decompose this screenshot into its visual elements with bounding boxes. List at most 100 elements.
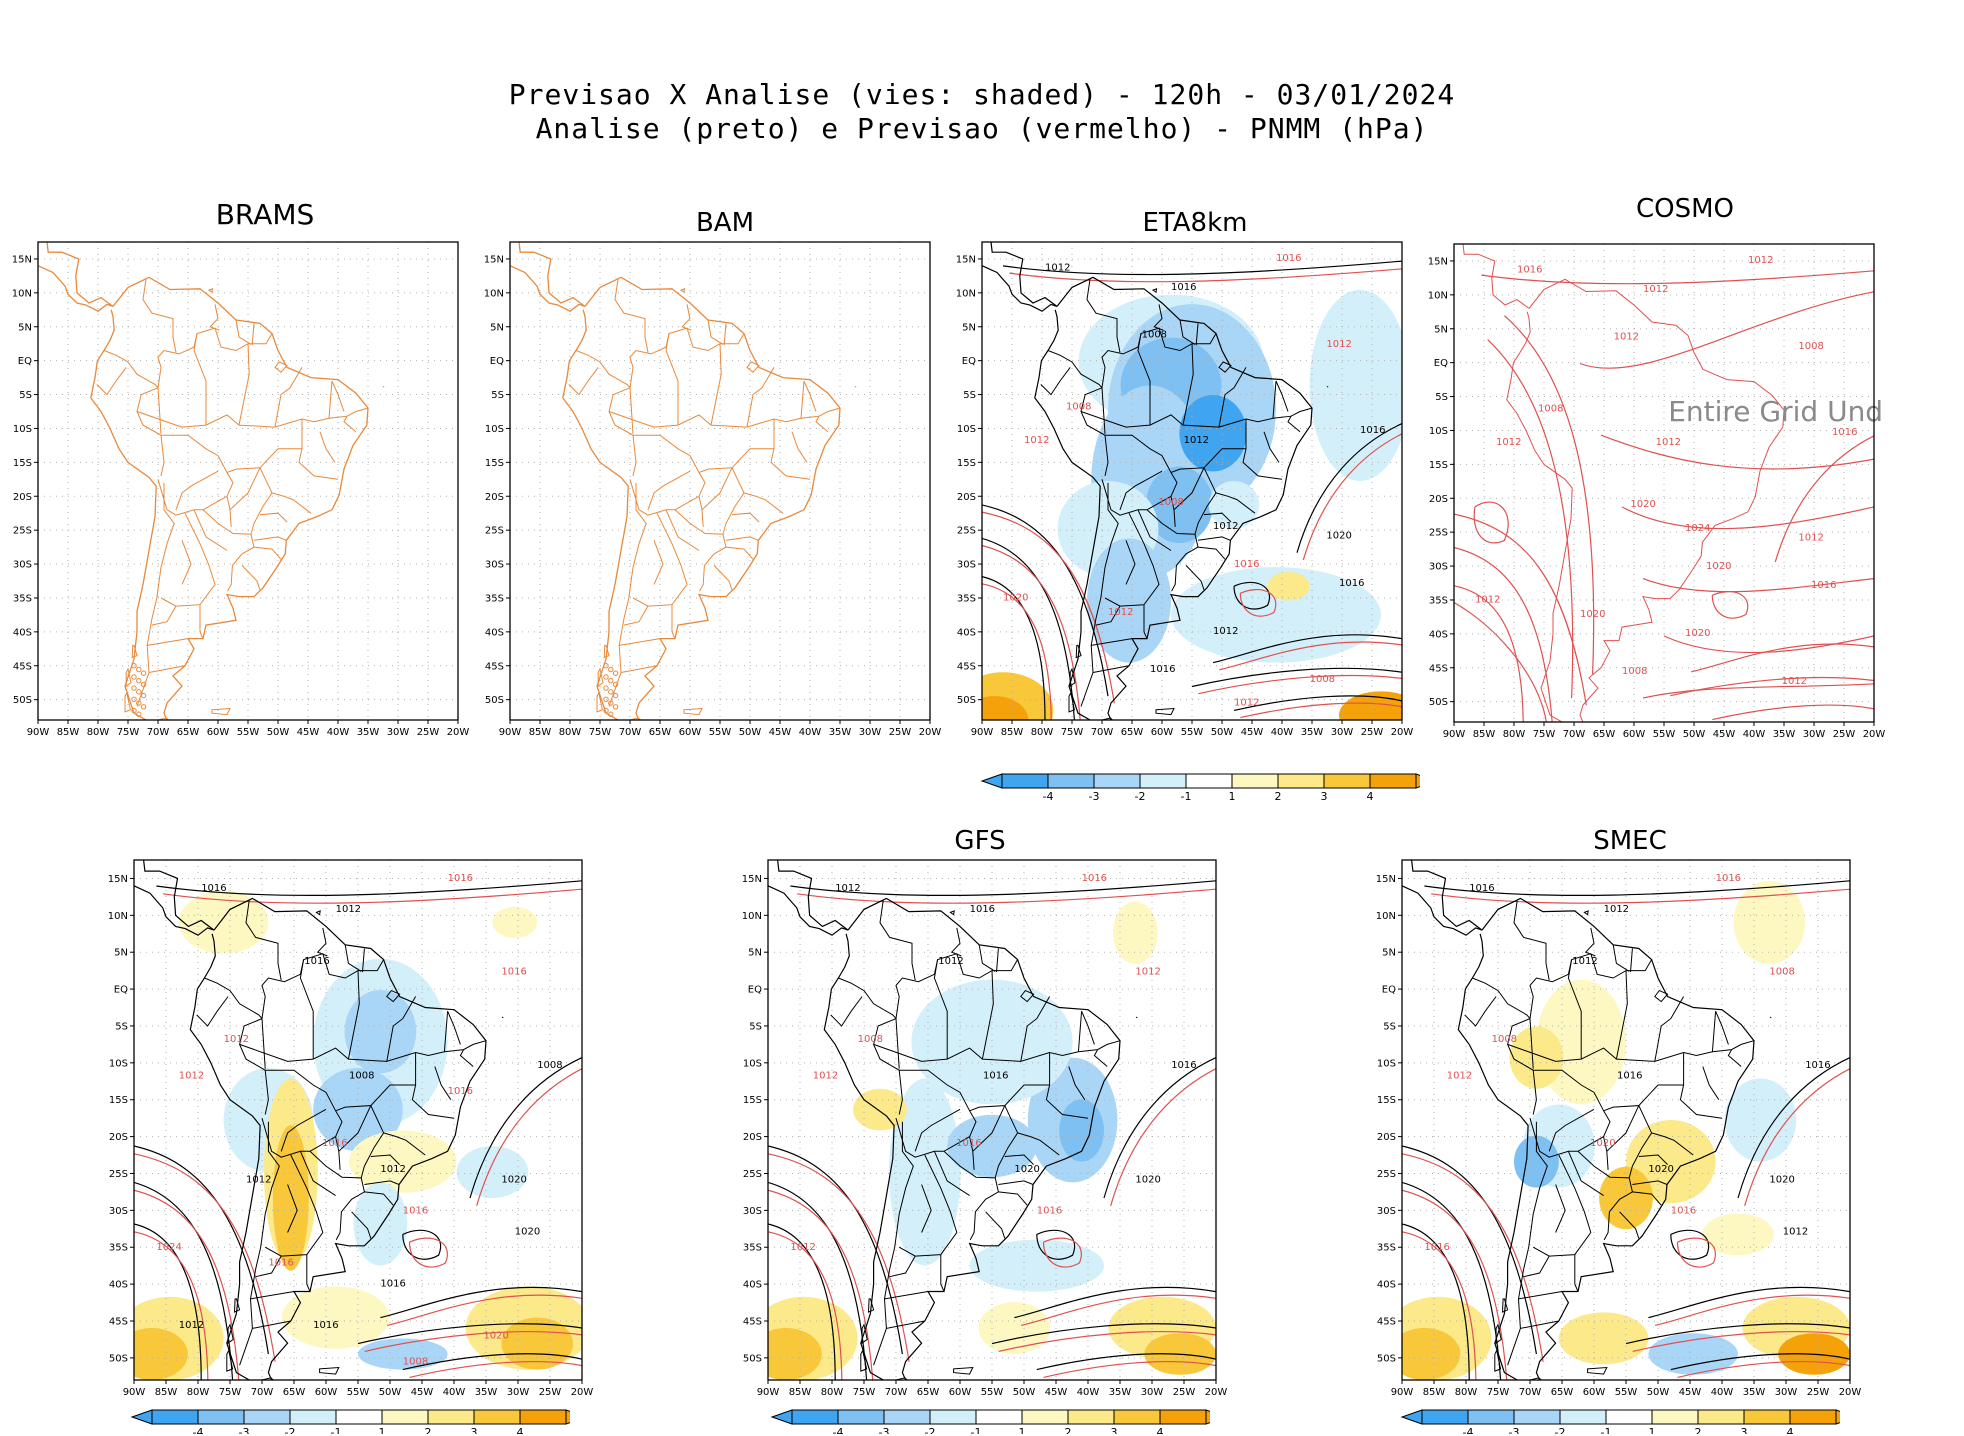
border-line [255, 1255, 282, 1278]
forecast-isobar [1009, 268, 1402, 283]
border-line [1507, 1040, 1755, 1062]
contour-label: 1016 [1617, 1070, 1642, 1081]
contour-label: 1016 [1832, 427, 1857, 438]
lat-tick-label: 35S [957, 593, 976, 604]
map-plot-area: 1016 1016 1012 1008 1012 1008 1016 1012 1016 1020… [1402, 860, 1850, 1380]
island [596, 691, 603, 713]
border-line [1203, 512, 1232, 523]
lat-tick-label: 40S [485, 627, 504, 638]
bias-shading [1208, 481, 1260, 529]
border-line [136, 327, 273, 516]
island [131, 696, 137, 703]
lat-tick-label: 15N [12, 254, 32, 265]
border-line [319, 431, 336, 463]
border-line [886, 1320, 925, 1329]
coastline [774, 860, 849, 931]
lon-tick-label: 90W [971, 727, 994, 738]
lon-tick-label: 90W [757, 1387, 780, 1398]
lon-tick-label: 85W [789, 1387, 812, 1398]
lat-tick-label: 30S [109, 1206, 128, 1217]
lat-tick-label: 10S [13, 424, 32, 435]
lon-tick-label: 75W [853, 1387, 876, 1398]
forecast-isobar [1110, 1068, 1216, 1206]
coastline [1460, 244, 1530, 309]
colorbar-smec: -4 -3 -2 -1 1 2 3 4 [1400, 1409, 1840, 1434]
border-line [632, 435, 637, 477]
lat-tick-label: 5N [490, 322, 504, 333]
lon-tick-label: 40W [1711, 1387, 1734, 1398]
lon-tick-label: 60W [315, 1387, 338, 1398]
border-line [1179, 319, 1196, 345]
island [140, 681, 147, 688]
colorbar-label: 3 [1321, 790, 1328, 803]
island [274, 361, 288, 373]
analysis-isobar [1191, 667, 1402, 688]
border-line [347, 970, 360, 1060]
bias-shading [1179, 394, 1247, 472]
border-line [996, 948, 999, 973]
contour-label: 1020 [1648, 1164, 1673, 1175]
border-line [1197, 546, 1226, 560]
border-line [1119, 470, 1163, 510]
forecast-isobar [1774, 435, 1874, 563]
colorbar-segment [473, 1409, 521, 1425]
border-line [351, 1211, 372, 1239]
lat-tick-label: 30S [13, 560, 32, 571]
island [131, 663, 137, 669]
border-line [1092, 665, 1130, 673]
lat-tick-label: 5N [1382, 948, 1396, 959]
border-line [1518, 1291, 1563, 1300]
border-line [1472, 977, 1531, 1019]
border-line [160, 435, 165, 477]
border-line [434, 1066, 452, 1100]
border-line [914, 1108, 961, 1152]
border-line [1612, 944, 1630, 972]
island [140, 670, 147, 676]
analysis-isobar [134, 1223, 202, 1380]
lat-tick-label: 40S [109, 1280, 128, 1291]
border-line [1529, 1018, 1534, 1069]
lat-tick-label: 5S [1435, 392, 1448, 403]
island [612, 670, 619, 676]
border-line [344, 944, 362, 972]
bias-shading [358, 1338, 448, 1370]
contour-label: 1016 [983, 1070, 1008, 1081]
colorbar-gfs: -4 -3 -2 -1 1 2 3 4 [770, 1409, 1210, 1434]
lat-tick-label: EQ [1382, 985, 1396, 996]
lat-tick-label: 5S [491, 390, 504, 401]
border-line [665, 509, 700, 551]
colorbar-segment [791, 1409, 839, 1425]
contour-label: 1024 [156, 1242, 181, 1253]
border-line [614, 279, 649, 353]
border-line [1095, 605, 1121, 626]
contour-label: 1012 [1326, 339, 1351, 350]
border-line [1584, 927, 1596, 957]
colorbar-label: 2 [425, 1426, 432, 1434]
lat-tick-label: 50S [1377, 1353, 1396, 1364]
lon-tick-label: 25W [1361, 727, 1384, 738]
lon-tick-label: 55W [1181, 727, 1204, 738]
lat-tick-label: 30S [1429, 562, 1448, 573]
lon-tick-label: 20W [1205, 1387, 1228, 1398]
contour-label: 1012 [835, 883, 860, 894]
border-line [1080, 482, 1119, 707]
lon-tick-label: 85W [529, 727, 552, 738]
lat-tick-label: 15N [484, 254, 504, 265]
overlay-warning-text: Entire Grid Und [1668, 395, 1883, 428]
lat-tick-label: 10N [484, 288, 504, 299]
lat-tick-label: 20S [109, 1132, 128, 1143]
border-line [723, 323, 727, 346]
contour-label: 1016 [448, 1086, 473, 1097]
contour-label: 1012 [1024, 435, 1049, 446]
forecast-isobar [1579, 291, 1874, 369]
island [131, 707, 137, 714]
lat-tick-label: 45S [109, 1316, 128, 1327]
lon-tick-label: 85W [1473, 729, 1496, 740]
border-line [889, 1255, 916, 1278]
lat-tick-label: 45S [485, 661, 504, 672]
colorbar-arrow-right [1835, 1409, 1840, 1425]
lon-tick-label: 65W [1121, 727, 1144, 738]
island [1151, 288, 1158, 294]
analysis-isobar [1648, 1286, 1850, 1319]
contour-label: 1016 [403, 1206, 428, 1217]
